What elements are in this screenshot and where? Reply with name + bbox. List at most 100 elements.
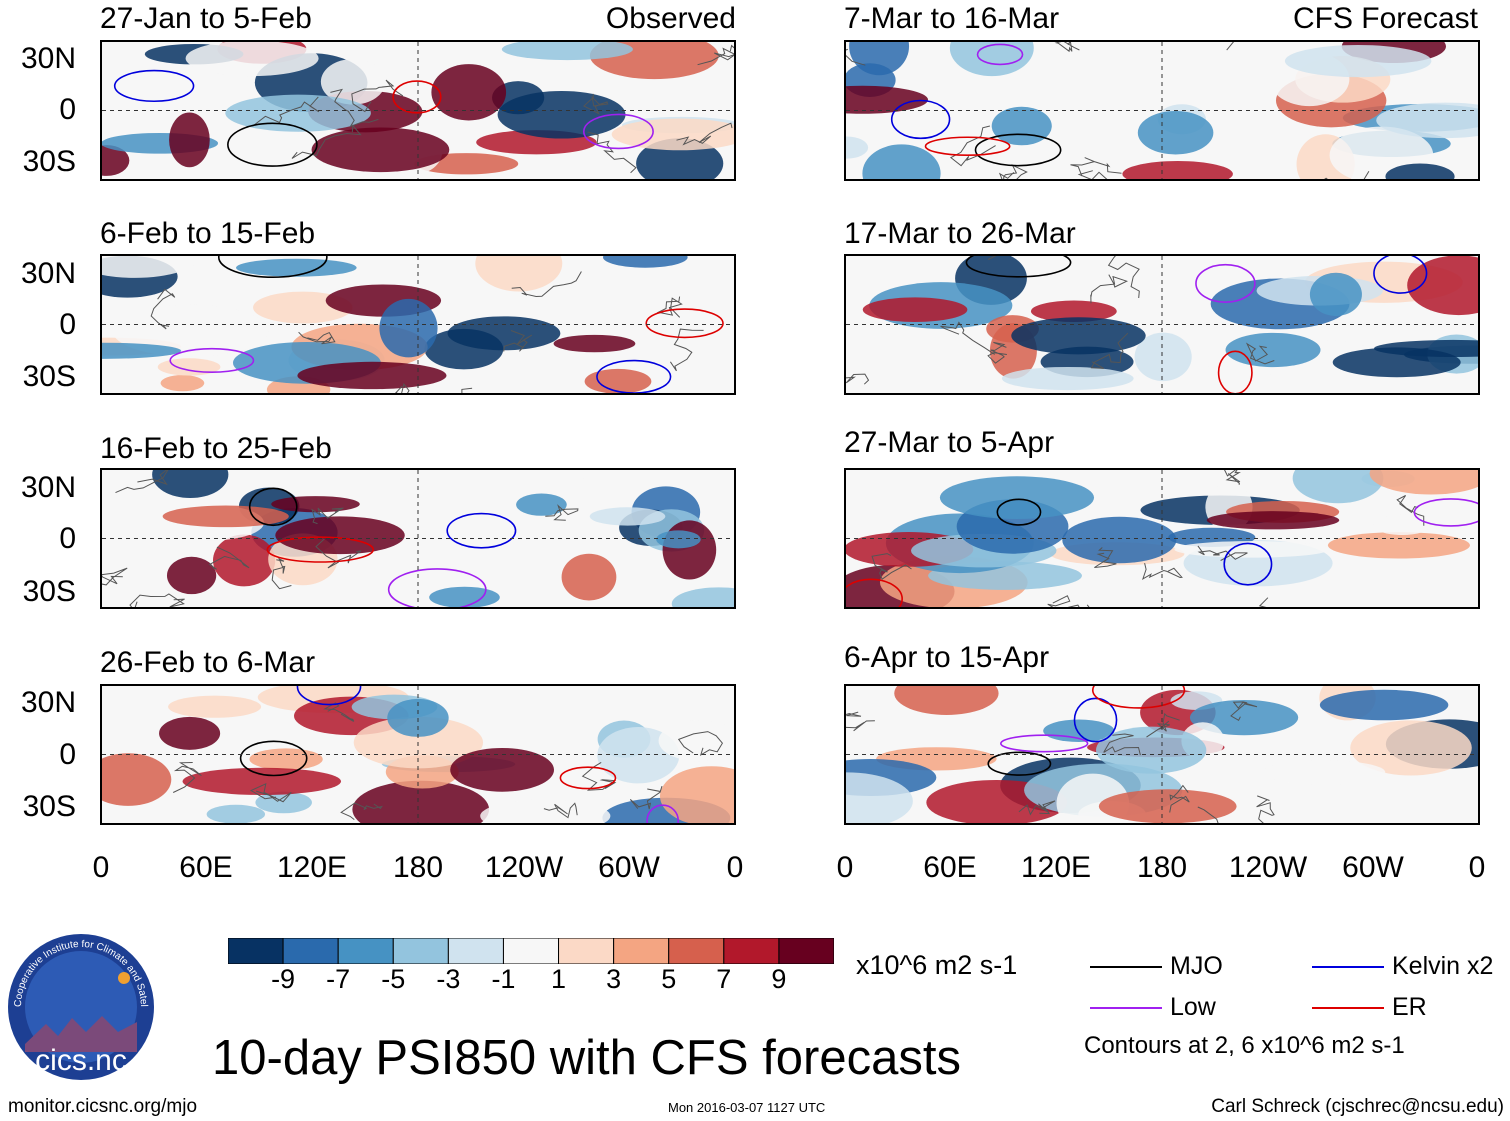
anomaly-blob: [584, 368, 652, 393]
lon-label: 120W: [1228, 851, 1308, 884]
map-panel-5: [844, 40, 1480, 181]
anomaly-blob: [949, 42, 1034, 77]
anomaly-blob: [275, 516, 405, 555]
colorbar-swatch: [778, 938, 834, 964]
coastline: [311, 507, 344, 525]
anomaly-blob: [1189, 699, 1299, 736]
anomaly-blob: [501, 42, 633, 61]
coastline: [1146, 712, 1180, 738]
coastline: [871, 553, 912, 580]
coastline: [998, 164, 1028, 179]
footer-timestamp: Mon 2016-03-07 1127 UTC: [668, 1100, 826, 1115]
anomaly-blob: [169, 112, 210, 168]
anomaly-field: [846, 686, 1478, 823]
coastline: [271, 557, 292, 590]
anomaly-blob: [1225, 332, 1321, 368]
legend-label-er: ER: [1392, 993, 1427, 1021]
coastline: [1090, 274, 1129, 304]
coastline: [1047, 595, 1090, 607]
footer-author: Carl Schreck (cjschrec@ncsu.edu): [1211, 1096, 1504, 1117]
anomaly-blob: [225, 94, 371, 132]
colorbar-swatch: [282, 938, 339, 964]
wave-contour: [239, 740, 308, 777]
anomaly-blob: [1095, 726, 1207, 774]
coastline: [1070, 157, 1122, 177]
anomaly-blob: [1011, 317, 1146, 355]
map-panel-4: [100, 684, 736, 825]
lat-label-30n: 30N: [20, 686, 76, 719]
wave-contour: [113, 69, 195, 103]
legend-line-kelvin: [1312, 966, 1384, 968]
coastline: [461, 387, 473, 393]
anomaly-blob: [846, 85, 928, 114]
coastline: [1396, 495, 1425, 526]
wave-contour: [446, 512, 517, 549]
anomaly-blob: [894, 686, 999, 715]
coastline: [394, 382, 410, 393]
panel-title-4: 26-Feb to 6-Mar: [100, 646, 316, 679]
coastline: [115, 470, 169, 494]
anomaly-blob: [1062, 516, 1177, 564]
anomaly-blob: [450, 747, 555, 792]
colorbar-tick-label: -7: [326, 964, 351, 994]
coastline: [987, 341, 1007, 364]
colorbar-tick-label: 5: [661, 964, 677, 994]
anomaly-blob: [1098, 789, 1237, 823]
lon-label: 0: [836, 851, 854, 884]
footer-url[interactable]: monitor.cicsnc.org/mjo: [8, 1096, 198, 1117]
anomaly-blob: [1284, 44, 1432, 78]
wave-contour: [974, 133, 1062, 167]
wave-contour: [987, 751, 1052, 776]
anomaly-blob: [236, 258, 357, 277]
forecast-label: CFS Forecast: [1292, 2, 1478, 35]
main-title: 10-day PSI850 with CFS forecasts: [212, 1031, 961, 1085]
anomaly-blob: [206, 804, 266, 823]
cics-logo: Cooperative Institute for Climate and Sa…: [3, 924, 156, 1082]
lon-label: 60E: [923, 851, 977, 884]
coastline: [1169, 784, 1190, 813]
anomaly-blob: [379, 298, 438, 358]
anomaly-blob: [447, 316, 561, 351]
coastline: [846, 373, 870, 385]
anomaly-blob: [561, 553, 617, 601]
coastline: [291, 124, 362, 159]
coastline: [697, 44, 734, 66]
colorbar-tick-label: -3: [436, 964, 461, 994]
coastline: [1090, 332, 1129, 369]
lat-label-30s: 30S: [22, 790, 76, 823]
anomaly-blob: [662, 520, 717, 580]
wave-contour: [924, 136, 1011, 156]
colorbar-tick-label: 3: [606, 964, 622, 994]
wave-contour: [217, 256, 328, 278]
anomaly-field: [102, 42, 734, 179]
anomaly-blob: [102, 256, 200, 278]
coastline: [1107, 256, 1140, 299]
map-panel-1: [100, 40, 736, 181]
anomaly-blob: [1332, 347, 1461, 378]
anomaly-blob: [603, 256, 688, 268]
colorbar-swatch: [337, 938, 394, 964]
coastline: [949, 125, 996, 167]
anomaly-blob: [1385, 163, 1455, 179]
colorbar-swatch: [228, 938, 284, 964]
anomaly-blob: [991, 106, 1052, 146]
coastline: [1230, 701, 1258, 721]
anomaly-blob: [1206, 511, 1340, 530]
anomaly-blob: [1373, 514, 1431, 536]
anomaly-blob: [1001, 366, 1134, 391]
anomaly-blob: [159, 716, 221, 750]
anomaly-blob: [475, 256, 563, 292]
coastline: [940, 321, 995, 355]
lat-label-eq: 0: [59, 93, 76, 126]
anomaly-blob: [939, 476, 1095, 520]
panel-title-5: 7-Mar to 16-Mar: [844, 2, 1060, 35]
lon-label: 0: [726, 851, 744, 884]
lat-label-30s: 30S: [22, 575, 76, 608]
anomaly-blob: [553, 334, 636, 353]
coastline: [1224, 470, 1241, 485]
anomaly-blob: [112, 304, 269, 357]
anomaly-blob: [589, 507, 666, 526]
coastline: [629, 785, 663, 810]
colorbar-tick-label: 7: [716, 964, 732, 994]
coastline: [1103, 733, 1141, 756]
